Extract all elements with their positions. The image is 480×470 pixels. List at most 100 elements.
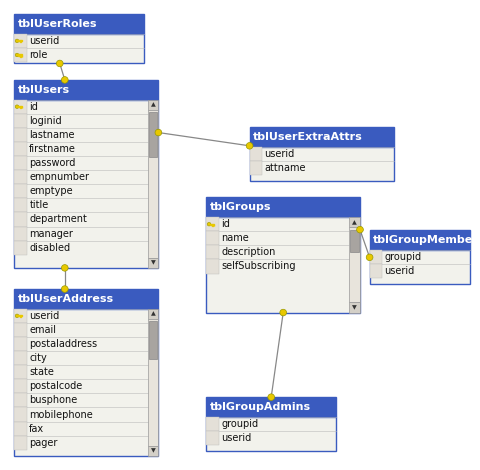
Bar [148, 319, 158, 446]
Bar [20, 316, 21, 317]
Bar [148, 309, 158, 319]
Text: busphone: busphone [29, 395, 78, 406]
Bar [14, 170, 27, 184]
Text: ▲: ▲ [151, 102, 156, 107]
Bar [250, 161, 262, 175]
Text: attname: attname [264, 163, 306, 173]
Bar [206, 417, 219, 431]
Text: city: city [29, 353, 47, 363]
Text: tblGroupMembers: tblGroupMembers [373, 235, 480, 245]
Bar [14, 407, 27, 422]
Bar [14, 156, 27, 170]
Text: userid: userid [264, 149, 295, 159]
Bar [14, 184, 27, 198]
Text: tblUserAddress: tblUserAddress [18, 294, 114, 304]
Text: manager: manager [29, 228, 73, 239]
Bar [14, 289, 158, 309]
Text: role: role [29, 50, 48, 60]
Circle shape [61, 265, 68, 271]
Text: mobilephone: mobilephone [29, 409, 93, 420]
Text: userid: userid [221, 433, 252, 443]
Bar [14, 198, 27, 212]
Bar [148, 446, 158, 456]
Circle shape [246, 142, 253, 149]
Bar [14, 309, 27, 323]
Circle shape [155, 129, 162, 136]
Bar [14, 128, 27, 142]
Bar [14, 436, 27, 450]
Bar [14, 337, 27, 351]
Text: state: state [29, 367, 54, 377]
Bar [148, 100, 158, 110]
Text: id: id [221, 219, 230, 229]
Bar [206, 397, 336, 417]
Text: ▼: ▼ [151, 260, 156, 265]
Bar [206, 217, 360, 313]
Text: userid: userid [29, 311, 60, 321]
Circle shape [15, 105, 19, 109]
Text: groupid: groupid [384, 252, 421, 262]
Text: tblGroups: tblGroups [210, 202, 271, 212]
Text: lastname: lastname [29, 130, 75, 140]
Bar [14, 227, 27, 241]
Circle shape [15, 314, 19, 318]
Bar [20, 55, 21, 56]
Bar [370, 230, 470, 250]
Bar [206, 197, 360, 217]
Bar [14, 379, 27, 393]
Bar [350, 230, 359, 252]
Bar [250, 127, 394, 147]
Circle shape [61, 286, 68, 292]
Bar [250, 147, 394, 181]
Text: description: description [221, 247, 276, 258]
Bar [18, 40, 22, 41]
Bar [214, 225, 215, 226]
Text: name: name [221, 233, 249, 243]
Bar [14, 34, 27, 48]
Bar [212, 225, 213, 226]
Text: ▲: ▲ [151, 312, 156, 316]
Text: postalcode: postalcode [29, 381, 83, 392]
Bar [20, 41, 21, 42]
Text: loginid: loginid [29, 116, 62, 126]
Text: tblUsers: tblUsers [18, 85, 70, 95]
Circle shape [15, 39, 19, 43]
Text: postaladdress: postaladdress [29, 339, 97, 349]
Text: groupid: groupid [221, 419, 258, 429]
Bar [14, 100, 27, 114]
Bar [206, 417, 336, 451]
Bar [14, 212, 27, 227]
Bar [14, 365, 27, 379]
Text: empnumber: empnumber [29, 172, 89, 182]
Text: tblGroupAdmins: tblGroupAdmins [210, 402, 311, 412]
Text: selfSubscribing: selfSubscribing [221, 261, 296, 272]
Text: tblUserRoles: tblUserRoles [18, 19, 97, 29]
Bar [206, 259, 219, 274]
Bar [148, 110, 158, 258]
Bar [14, 114, 27, 128]
Bar [14, 323, 27, 337]
Bar [250, 147, 262, 161]
Bar [14, 351, 27, 365]
Text: firstname: firstname [29, 144, 76, 154]
Bar [18, 106, 22, 107]
Bar [148, 258, 158, 268]
Text: userid: userid [384, 266, 415, 276]
Bar [210, 224, 214, 225]
Bar [206, 245, 219, 259]
Text: userid: userid [29, 36, 60, 46]
Bar [14, 422, 27, 436]
Text: emptype: emptype [29, 186, 73, 196]
Text: department: department [29, 214, 87, 225]
Text: id: id [29, 102, 38, 112]
Circle shape [15, 53, 19, 57]
Circle shape [57, 60, 63, 67]
Bar [149, 112, 157, 157]
Circle shape [61, 77, 68, 83]
Text: pager: pager [29, 438, 58, 448]
Text: ▼: ▼ [352, 305, 357, 310]
Bar [14, 34, 144, 63]
Bar [206, 431, 219, 445]
Text: disabled: disabled [29, 243, 71, 253]
Bar [14, 142, 27, 156]
